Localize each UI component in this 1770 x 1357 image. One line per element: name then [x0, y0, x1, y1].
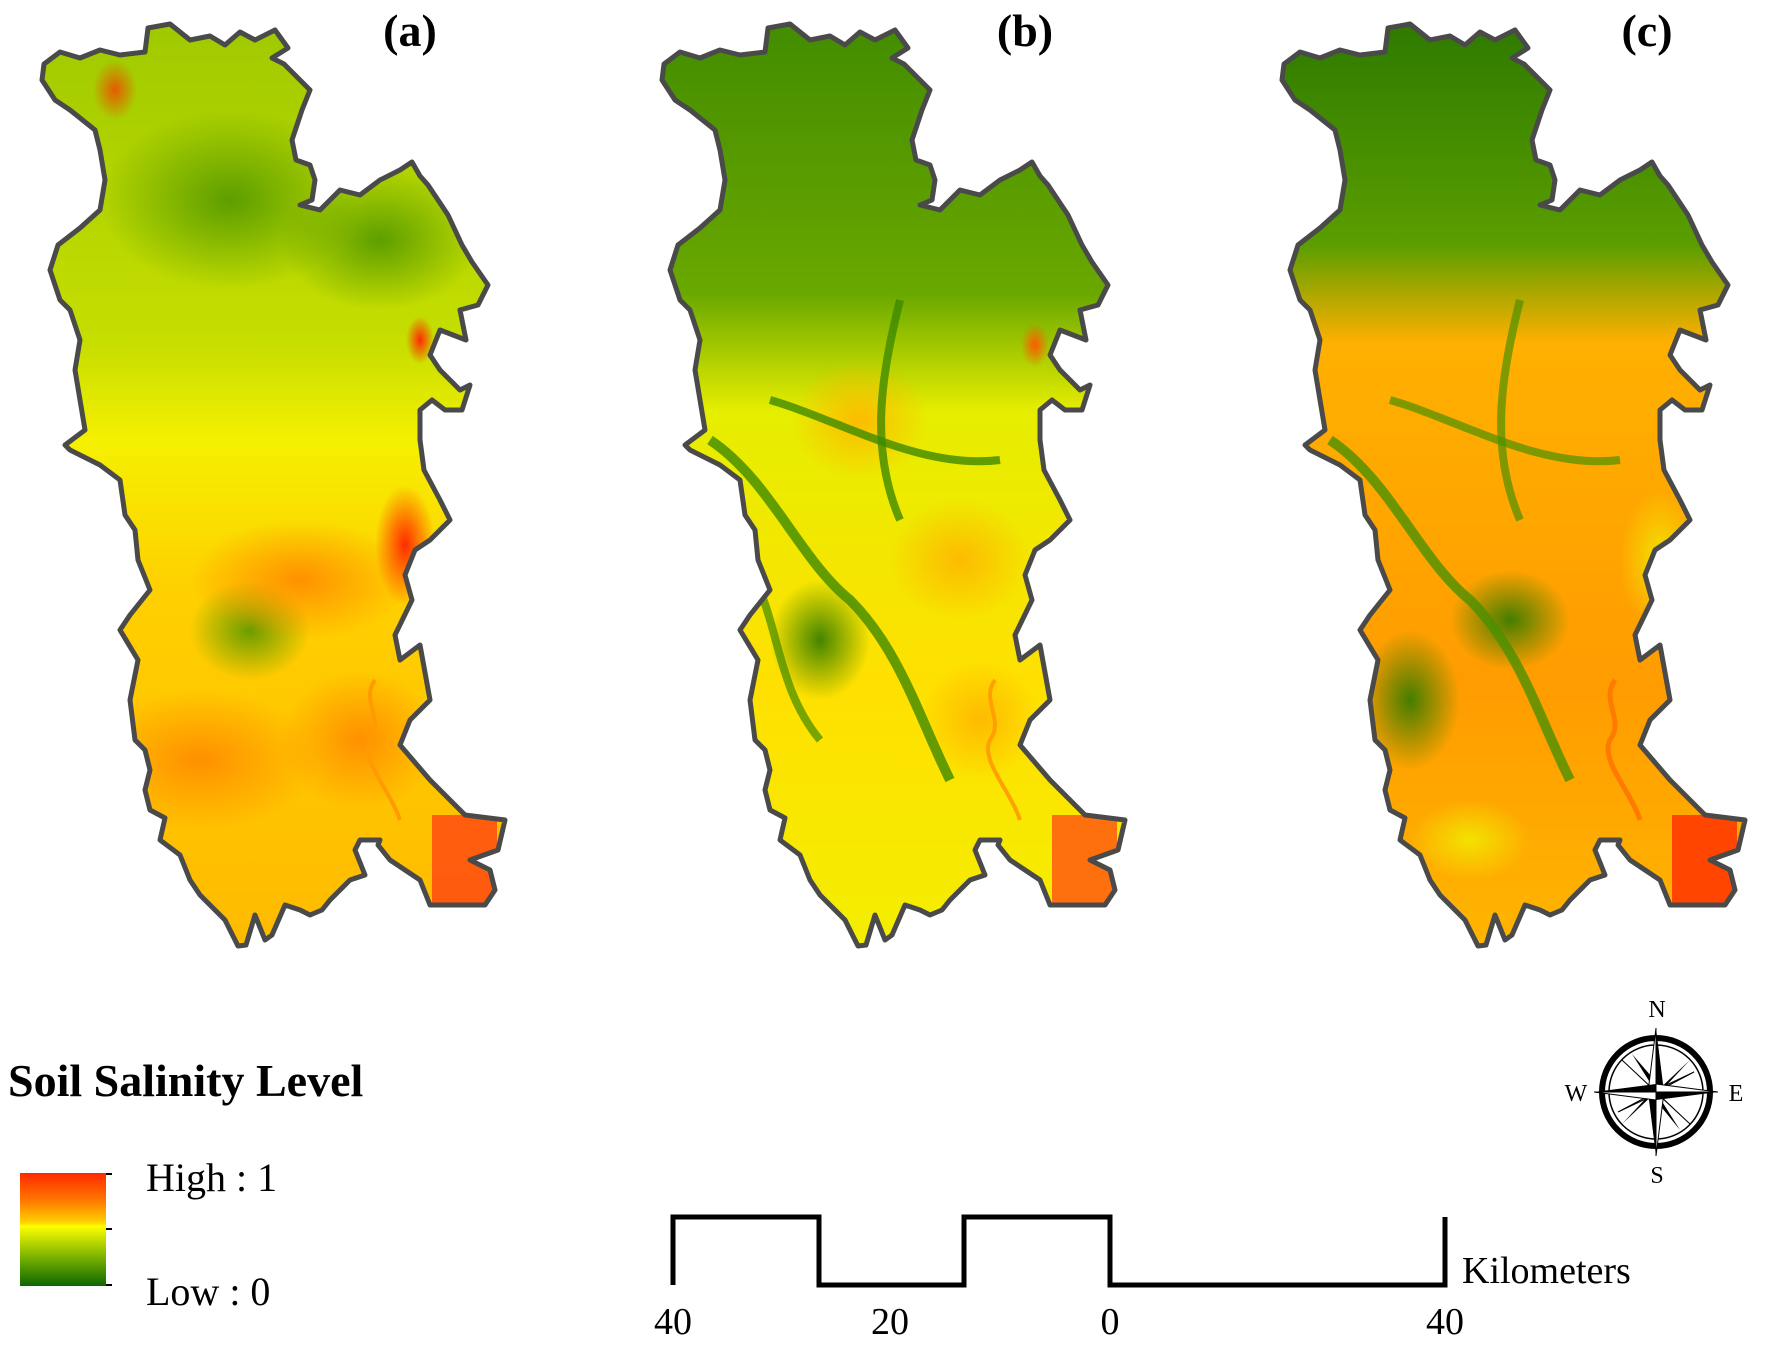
map-panel-b: (b)	[620, 0, 1220, 980]
map-panel-a: (a)	[0, 0, 600, 980]
map-b	[620, 0, 1220, 980]
compass-west-label: W	[1564, 1081, 1588, 1107]
scale-label-20: 20	[871, 1301, 909, 1343]
map-c	[1240, 0, 1770, 980]
panel-label-a: (a)	[383, 5, 437, 56]
legend-tick-low	[106, 1284, 112, 1286]
legend-color-ramp	[20, 1173, 106, 1286]
map-a	[0, 0, 600, 980]
panel-label-b: (b)	[996, 5, 1054, 56]
legend-low-label: Low : 0	[146, 1269, 271, 1314]
map-panel-c: (c)	[1240, 0, 1770, 980]
compass-south-label: S	[1650, 1163, 1664, 1189]
compass-rose-icon	[1593, 1027, 1719, 1157]
scale-label-40-right: 40	[1426, 1301, 1464, 1343]
scale-label-0: 0	[1100, 1301, 1120, 1343]
legend-title: Soil Salinity Level	[8, 1055, 364, 1106]
compass-north-label: N	[1648, 997, 1666, 1023]
compass-east-label: E	[1728, 1081, 1744, 1107]
legend-tick-high	[106, 1173, 112, 1175]
scale-unit-label: Kilometers	[1462, 1250, 1631, 1292]
scale-bar	[670, 1214, 1448, 1288]
scale-label-40-left: 40	[654, 1301, 692, 1343]
north-arrow-compass: N S W E	[1560, 990, 1760, 1190]
panel-label-c: (c)	[1621, 5, 1673, 56]
legend-high-label: High : 1	[146, 1155, 278, 1200]
legend-tick-mid	[106, 1228, 112, 1230]
